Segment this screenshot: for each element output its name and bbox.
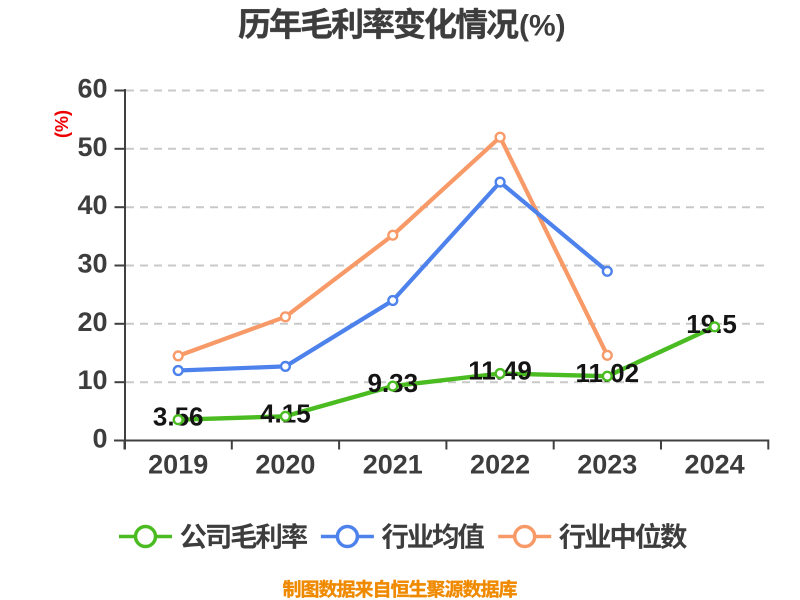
svg-text:2020: 2020 (255, 450, 315, 480)
svg-text:(%): (%) (52, 110, 72, 138)
svg-text:50: 50 (77, 132, 107, 162)
svg-text:60: 60 (77, 74, 107, 104)
svg-text:20: 20 (77, 307, 107, 337)
svg-text:2019: 2019 (148, 450, 208, 480)
svg-text:2024: 2024 (685, 450, 745, 480)
svg-text:(%): (%) (519, 10, 566, 43)
svg-text:2022: 2022 (470, 450, 530, 480)
svg-text:30: 30 (77, 249, 107, 279)
svg-text:10: 10 (77, 365, 107, 395)
svg-text:2021: 2021 (363, 450, 423, 480)
svg-text:0: 0 (92, 424, 107, 454)
svg-text:2023: 2023 (577, 450, 637, 480)
svg-text:40: 40 (77, 190, 107, 220)
